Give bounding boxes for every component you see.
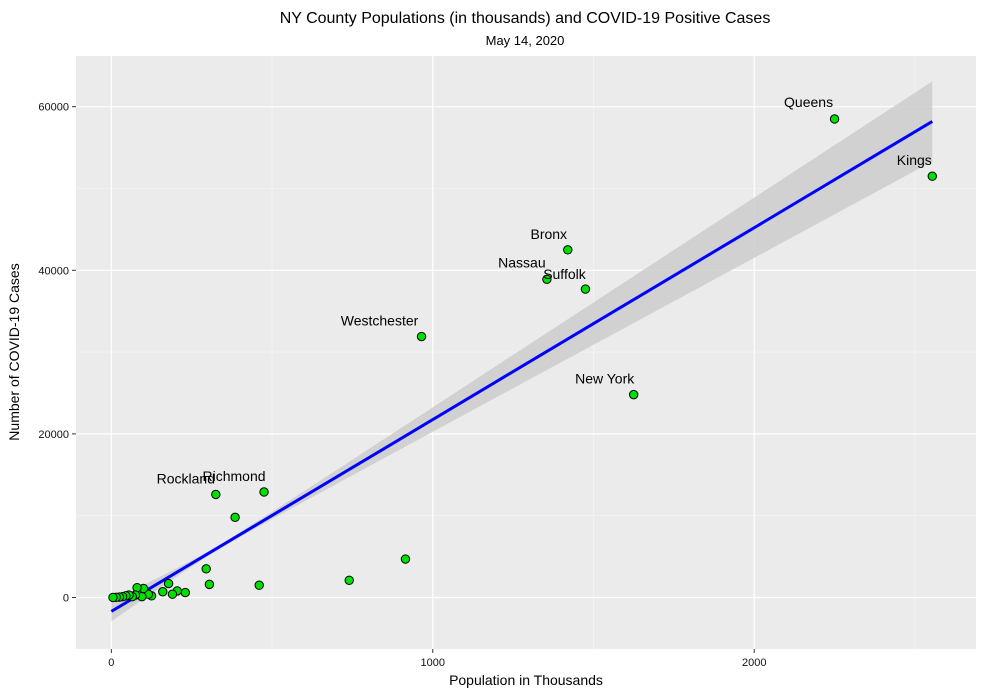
- data-point: [829, 114, 840, 124]
- point-label: Richmond: [203, 468, 266, 484]
- data-point: [167, 589, 178, 599]
- data-point: [158, 587, 168, 597]
- data-point: [580, 284, 591, 294]
- point-label: Bronx: [530, 226, 567, 242]
- x-tick-label: 1000: [421, 657, 445, 669]
- data-point: [563, 245, 573, 255]
- data-point: [204, 579, 215, 590]
- point-label: Rockland: [157, 470, 215, 486]
- data-point: [628, 389, 639, 400]
- point-label: New York: [575, 371, 635, 387]
- x-tick-label: 0: [108, 657, 114, 669]
- x-tick-label: 2000: [742, 657, 766, 669]
- confidence-band: [111, 81, 933, 622]
- x-axis-title: Population in Thousands: [449, 672, 603, 688]
- data-points: [108, 114, 937, 603]
- y-tick-label: 20000: [38, 429, 69, 441]
- data-point: [211, 489, 221, 500]
- y-tick-label: 0: [63, 592, 69, 604]
- chart-subtitle: May 14, 2020: [486, 33, 565, 48]
- data-point: [163, 578, 174, 589]
- y-tick-label: 40000: [38, 265, 69, 277]
- data-point: [254, 580, 264, 590]
- data-point: [400, 554, 411, 564]
- data-point: [416, 331, 427, 342]
- point-label: Nassau: [498, 254, 545, 270]
- regression-line: [110, 120, 934, 613]
- point-label: Queens: [784, 94, 833, 110]
- data-point: [542, 274, 552, 284]
- grid-major: [76, 56, 976, 649]
- y-axis-title: Number of COVID-19 Cases: [6, 263, 22, 440]
- point-label: Kings: [897, 152, 932, 168]
- data-point: [201, 564, 211, 574]
- data-point: [230, 512, 240, 523]
- data-point: [927, 171, 937, 181]
- point-label: Suffolk: [543, 266, 587, 282]
- data-point: [344, 575, 354, 585]
- x-axis-ticks: 0 1000 2000: [108, 649, 766, 669]
- chart-title: NY County Populations (in thousands) and…: [280, 10, 771, 27]
- y-tick-label: 60000: [38, 102, 69, 114]
- data-point: [259, 487, 269, 497]
- y-axis-ticks: 0 20000 40000 60000: [38, 102, 76, 604]
- data-point: [108, 592, 118, 603]
- point-label: Westchester: [341, 313, 419, 329]
- data-point: [180, 587, 190, 598]
